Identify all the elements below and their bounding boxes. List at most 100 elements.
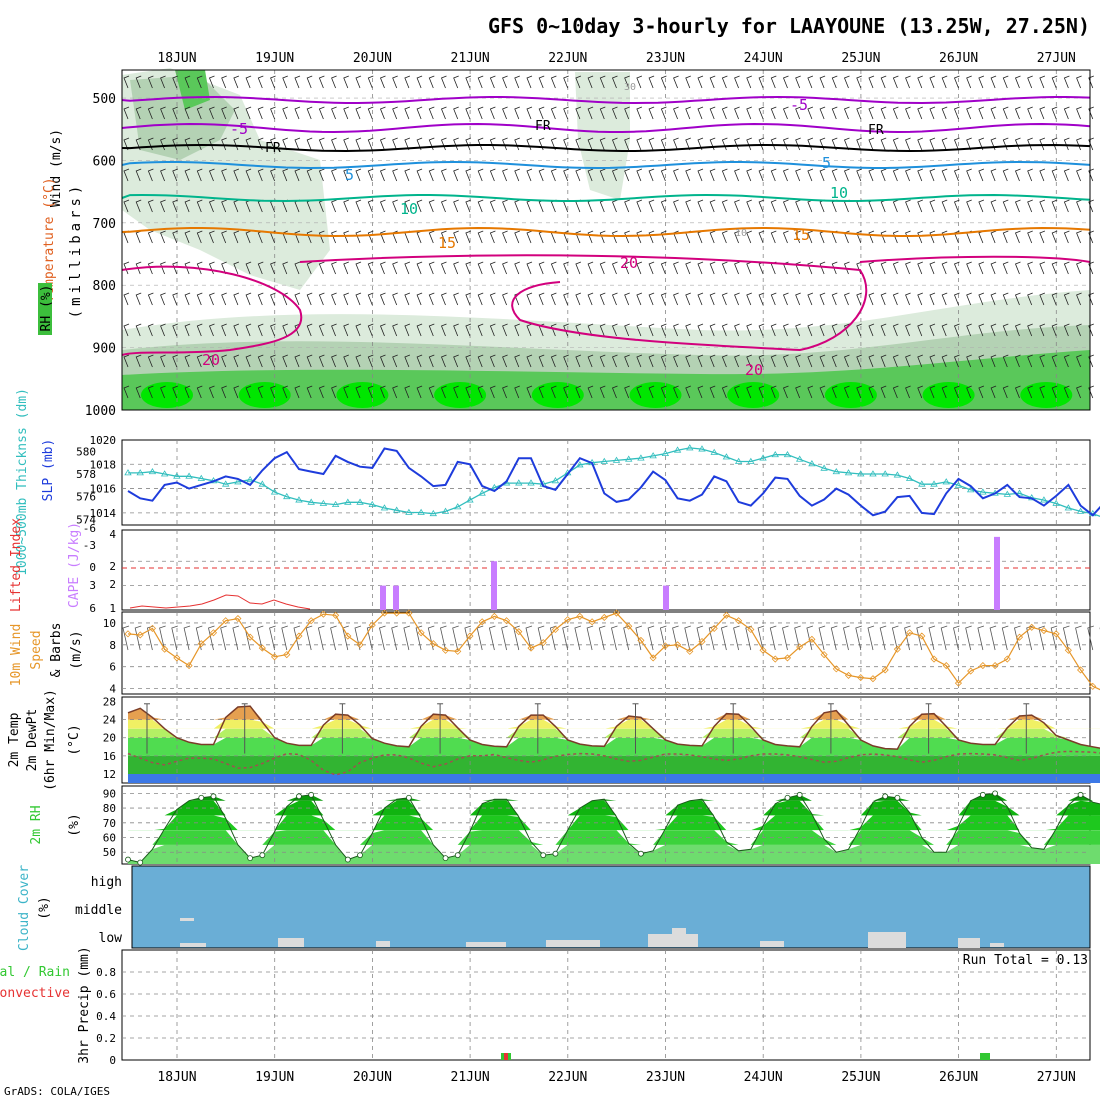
thickness-marker	[490, 483, 499, 490]
cloud-background	[131, 865, 1091, 949]
wind-barb	[367, 292, 374, 306]
temperature-band	[128, 719, 1100, 729]
wind-barb	[892, 323, 899, 337]
wind-barb	[770, 75, 777, 89]
thickness-marker	[1015, 489, 1024, 496]
wind-barb	[685, 323, 691, 337]
thickness-marker	[160, 470, 169, 477]
wind-barb	[807, 354, 814, 368]
thickness-marker	[1064, 504, 1073, 511]
rh-marker	[357, 852, 363, 859]
wind-barb	[526, 106, 533, 120]
upper-air-panel: -5 -5 FR FR FR 5 5 10 10 15 15 20 20 20 30 10 500 600 700…	[38, 68, 1094, 419]
wind-speed-marker	[576, 612, 584, 620]
wind-barb	[514, 199, 520, 213]
wind-barb	[331, 385, 337, 399]
wind-barb	[318, 323, 325, 337]
wind-barb	[172, 137, 178, 151]
thickness-marker	[527, 479, 535, 486]
wind-speed-marker	[539, 639, 547, 647]
rh-marker	[405, 794, 412, 801]
wind-barb	[929, 261, 936, 275]
rh-marker	[979, 791, 986, 798]
wind-barb	[550, 323, 557, 337]
wind-barb	[782, 354, 789, 368]
wind-barb	[941, 199, 948, 213]
wind-barb	[807, 230, 814, 244]
wind-barb	[697, 199, 704, 213]
wind-barb	[624, 199, 630, 213]
wind-barb	[1063, 106, 1070, 120]
cape-li-panel: -6 -3 0 3 6 4 2 2 1 Lifted Index CAPE (J/kg)	[9, 518, 1091, 615]
thickness-marker	[625, 455, 633, 462]
upper-air-gridlines	[122, 70, 1090, 410]
precip-convective-bar	[504, 1053, 508, 1060]
surface-wind-barb	[171, 625, 178, 651]
wind-barb	[404, 292, 411, 306]
wind-barb	[880, 230, 887, 244]
wind-barb	[587, 106, 594, 120]
wind-barb	[599, 292, 606, 306]
wind-barb	[428, 168, 435, 182]
wind-barb	[1063, 168, 1070, 182]
wind-barb	[611, 106, 618, 120]
wind-barb	[538, 106, 545, 120]
wind-barb	[343, 261, 349, 275]
wind-barb	[1014, 106, 1021, 120]
wind-barb	[953, 137, 960, 151]
wind-barb	[831, 137, 838, 151]
wind-barb	[208, 323, 215, 337]
wind-speed-marker	[783, 654, 792, 662]
temperature-contours	[121, 95, 1091, 356]
contour-label: FR	[868, 123, 884, 138]
wind-barb	[331, 292, 337, 306]
wind-barb	[782, 385, 789, 399]
surface-wind-barb	[586, 625, 594, 651]
thickness-marker	[246, 475, 254, 483]
thickness-marker	[979, 488, 987, 495]
thickness-marker	[185, 472, 193, 479]
wind-barb	[697, 323, 704, 337]
wind-barb	[440, 75, 447, 89]
wind-barb	[172, 168, 178, 182]
contour-label: -5	[230, 120, 248, 138]
wind-barb	[514, 385, 520, 399]
chart-title: GFS 0~10day 3-hourly for LAAYOUNE (13.25…	[488, 14, 1090, 38]
wind-barb	[1027, 75, 1033, 89]
wind10m-barbs-label: & Barbs	[49, 623, 64, 678]
wind-barb	[502, 137, 508, 151]
wind-barb	[709, 385, 716, 399]
wind-speed-marker	[612, 609, 621, 617]
wind-barb	[221, 323, 227, 337]
wind-barb	[868, 261, 875, 275]
wind-barb	[270, 323, 276, 337]
wind-barb	[758, 199, 765, 213]
thickness-marker	[954, 481, 963, 488]
wind-barb	[648, 168, 655, 182]
wind-barb	[856, 385, 862, 399]
rh-marker	[796, 791, 803, 798]
wind-barb	[978, 292, 985, 306]
wind-barb	[929, 385, 936, 399]
precip-tick-label: 0.2	[96, 1032, 116, 1045]
wind-barb	[355, 106, 362, 120]
wind-barb	[404, 354, 411, 368]
wind-barb	[636, 137, 643, 151]
wind-barb	[465, 137, 472, 151]
wind-barb	[123, 323, 130, 337]
wind-barb	[221, 75, 227, 89]
surface-wind-barb	[1026, 625, 1033, 651]
wind-barb	[892, 137, 899, 151]
thickness-marker	[918, 480, 926, 487]
wind-barb	[538, 385, 545, 399]
wind-barb	[905, 199, 911, 213]
wind-barb	[1002, 199, 1009, 213]
wind-barb	[147, 354, 154, 368]
surface-wind-barb	[611, 625, 618, 651]
wind-speed-marker	[857, 674, 865, 682]
wind-barb	[550, 137, 557, 151]
wind-barb	[489, 323, 496, 337]
wind-barb	[343, 106, 349, 120]
wind-barb	[819, 323, 826, 337]
contour-10	[121, 193, 1091, 203]
